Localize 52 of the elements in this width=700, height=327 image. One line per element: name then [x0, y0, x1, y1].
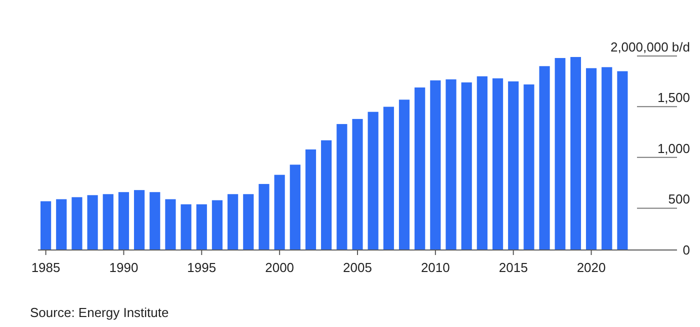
y-tick-label: 1,000 [657, 140, 690, 156]
bar [446, 79, 456, 250]
bar [398, 100, 410, 250]
y-tick-label: 500 [668, 192, 690, 207]
bar [352, 118, 363, 250]
x-tick-label: 1990 [109, 260, 138, 275]
x-tick-label: 2005 [343, 260, 372, 275]
y-tick-label: 1,500 [657, 90, 690, 106]
bar [508, 81, 519, 250]
bar [243, 194, 254, 250]
bar [305, 149, 316, 250]
x-tick-label: 2020 [576, 260, 606, 275]
bar [180, 204, 192, 250]
bar [212, 200, 223, 250]
x-tick-label: 1995 [187, 260, 216, 275]
y-axis-title: 2,000,000 b/d [610, 40, 690, 54]
bar [539, 66, 550, 250]
x-tick-label: 1985 [31, 260, 60, 275]
x-tick-label: 2000 [265, 260, 294, 275]
bar [150, 192, 160, 250]
bar [368, 112, 378, 250]
bar [118, 192, 130, 250]
y-tick-label: 0 [682, 242, 690, 258]
bar [258, 184, 270, 250]
x-tick-label: 2010 [420, 260, 450, 275]
bar [321, 140, 332, 250]
bar [461, 82, 472, 250]
bar [134, 190, 145, 250]
bar [430, 80, 441, 250]
bar [165, 199, 176, 250]
bar [586, 68, 597, 250]
bar [617, 71, 628, 250]
bar [72, 197, 82, 250]
bar [228, 194, 238, 250]
bar [602, 67, 612, 250]
bar [290, 164, 300, 250]
source-note: Source: Energy Institute [30, 305, 169, 320]
bar [383, 106, 394, 250]
bar [87, 195, 98, 250]
bar [414, 87, 426, 250]
bar [40, 201, 52, 250]
bar [524, 84, 534, 250]
x-tick-label: 2015 [498, 260, 528, 275]
bar [274, 174, 285, 250]
bar [196, 204, 207, 250]
bar [570, 57, 581, 250]
bar [476, 76, 488, 250]
bar [554, 58, 566, 250]
bar [56, 199, 67, 250]
bar [492, 78, 504, 250]
bar [336, 124, 348, 250]
bar [102, 194, 114, 250]
